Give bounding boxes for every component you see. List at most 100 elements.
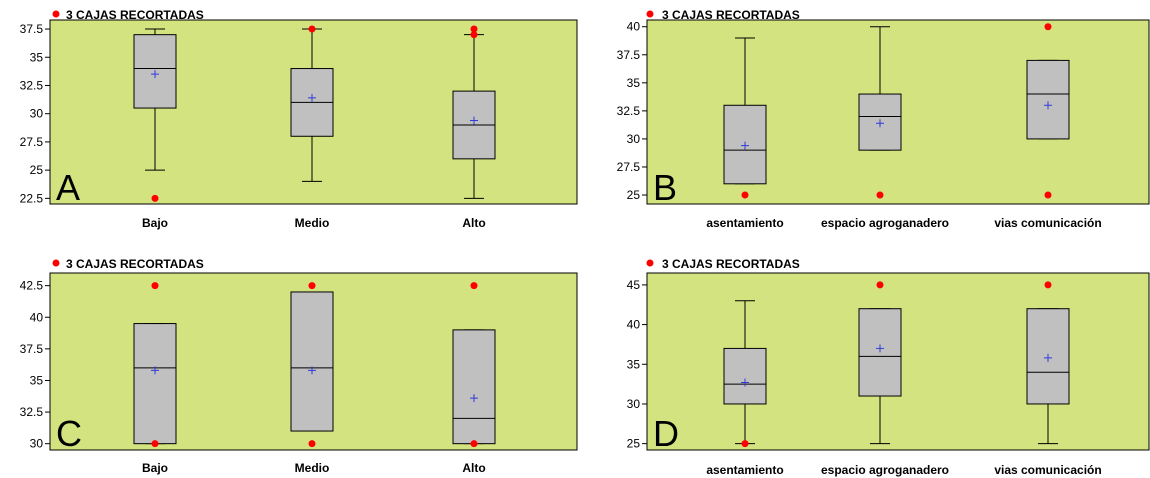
y-tick-label: 45 <box>627 278 641 292</box>
mean-marker <box>151 70 159 79</box>
box-3 <box>452 282 496 448</box>
mean-marker <box>308 366 316 375</box>
annotation-label: 3 CAJAS RECORTADAS <box>66 257 204 271</box>
annotation-dot <box>646 259 654 267</box>
box-1 <box>133 282 177 448</box>
outlier-point <box>470 31 478 39</box>
annotation-label: 3 CAJAS RECORTADAS <box>662 8 800 22</box>
y-tick-label: 35 <box>30 50 44 64</box>
box-2 <box>858 281 902 445</box>
box-body <box>290 291 334 432</box>
outlier-point <box>308 440 316 448</box>
outlier-point <box>308 25 316 33</box>
y-tick-label: 32.5 <box>617 104 641 118</box>
box-3 <box>1026 281 1070 445</box>
box-body <box>1026 59 1070 140</box>
y-tick-label: 35 <box>627 76 641 90</box>
outlier-point <box>1044 281 1052 289</box>
y-tick-label: 25 <box>627 188 641 202</box>
y-tick-label: 25 <box>627 437 641 451</box>
box-2 <box>290 282 334 448</box>
y-tick-label: 40 <box>30 310 44 324</box>
box-3 <box>452 25 496 199</box>
annotation-label: 3 CAJAS RECORTADAS <box>66 8 204 22</box>
chart-panel-a: 3 CAJAS RECORTADAS 22.5 25 27.5 30 32.5 35 37.5… <box>20 8 578 230</box>
y-tick-label: 37.5 <box>20 22 44 36</box>
annotation-dot <box>52 10 60 18</box>
mean-marker <box>470 394 478 403</box>
y-tick-label: 35 <box>627 357 641 371</box>
category-label: espacio agroganadero <box>821 216 949 230</box>
outlier-point <box>308 282 316 290</box>
outlier-point <box>741 191 749 199</box>
outlier-point <box>151 282 159 290</box>
y-tick-label: 40 <box>627 318 641 332</box>
box-1 <box>723 37 767 199</box>
box-1 <box>723 300 767 448</box>
mean-marker <box>741 141 749 150</box>
box-1 <box>133 28 177 202</box>
category-label: Alto <box>462 461 485 475</box>
box-3 <box>1026 23 1070 199</box>
annotation-dot <box>52 259 60 267</box>
category-label: asentamiento <box>706 216 783 230</box>
annotation-label: 3 CAJAS RECORTADAS <box>662 257 800 271</box>
outlier-point <box>151 194 159 202</box>
y-tick-label: 32.5 <box>20 405 44 419</box>
mean-marker <box>1044 101 1052 110</box>
category-label: vias comunicación <box>994 463 1101 477</box>
y-tick-label: 30 <box>30 437 44 451</box>
outlier-point <box>741 440 749 448</box>
mean-marker <box>876 344 884 353</box>
category-label: espacio agroganadero <box>821 463 949 477</box>
chart-panel-d: 3 CAJAS RECORTADAS 25 30 35 40 45 asentamiento… <box>627 257 1150 477</box>
outlier-point <box>1044 23 1052 31</box>
category-label: Bajo <box>142 461 168 475</box>
mean-marker <box>308 93 316 102</box>
outlier-point <box>470 440 478 448</box>
category-label: Bajo <box>142 216 168 230</box>
box-body <box>723 347 767 405</box>
panel-letter: A <box>56 167 80 208</box>
mean-marker <box>741 378 749 387</box>
box-2 <box>858 26 902 199</box>
y-tick-label: 25 <box>30 163 44 177</box>
mean-marker <box>470 116 478 125</box>
y-tick-label: 22.5 <box>20 191 44 205</box>
category-label: asentamiento <box>706 463 783 477</box>
annotation-dot <box>646 10 654 18</box>
outlier-point <box>1044 191 1052 199</box>
mean-marker <box>1044 353 1052 362</box>
outlier-point <box>876 281 884 289</box>
outlier-point <box>470 25 478 33</box>
box-body <box>133 323 177 445</box>
y-tick-label: 32.5 <box>20 78 44 92</box>
panel-letter: B <box>653 167 677 208</box>
y-tick-label: 27.5 <box>20 135 44 149</box>
mean-marker <box>151 366 159 375</box>
y-tick-label: 42.5 <box>20 279 44 293</box>
panel-letter: C <box>56 413 82 454</box>
y-tick-label: 30 <box>627 397 641 411</box>
y-tick-label: 35 <box>30 373 44 387</box>
category-label: Medio <box>295 461 330 475</box>
chart-panel-c: 3 CAJAS RECORTADAS 30 32.5 35 37.5 40 42.5 Bajo… <box>20 257 578 475</box>
panel-letter: D <box>653 413 679 454</box>
mean-marker <box>876 119 884 128</box>
y-tick-label: 30 <box>30 107 44 121</box>
category-label: Alto <box>462 216 485 230</box>
box-2 <box>290 25 334 182</box>
y-tick-label: 37.5 <box>617 48 641 62</box>
y-tick-label: 37.5 <box>20 342 44 356</box>
category-label: Medio <box>295 216 330 230</box>
chart-panel-b: 3 CAJAS RECORTADAS 25 27.5 30 32.5 35 37.5 40 as… <box>617 8 1150 230</box>
box-body <box>452 329 496 445</box>
y-tick-label: 30 <box>627 132 641 146</box>
y-tick-label: 40 <box>627 20 641 34</box>
outlier-point <box>470 282 478 290</box>
y-tick-label: 27.5 <box>617 160 641 174</box>
outlier-point <box>151 440 159 448</box>
outlier-point <box>876 191 884 199</box>
category-label: vias comunicación <box>994 216 1101 230</box>
